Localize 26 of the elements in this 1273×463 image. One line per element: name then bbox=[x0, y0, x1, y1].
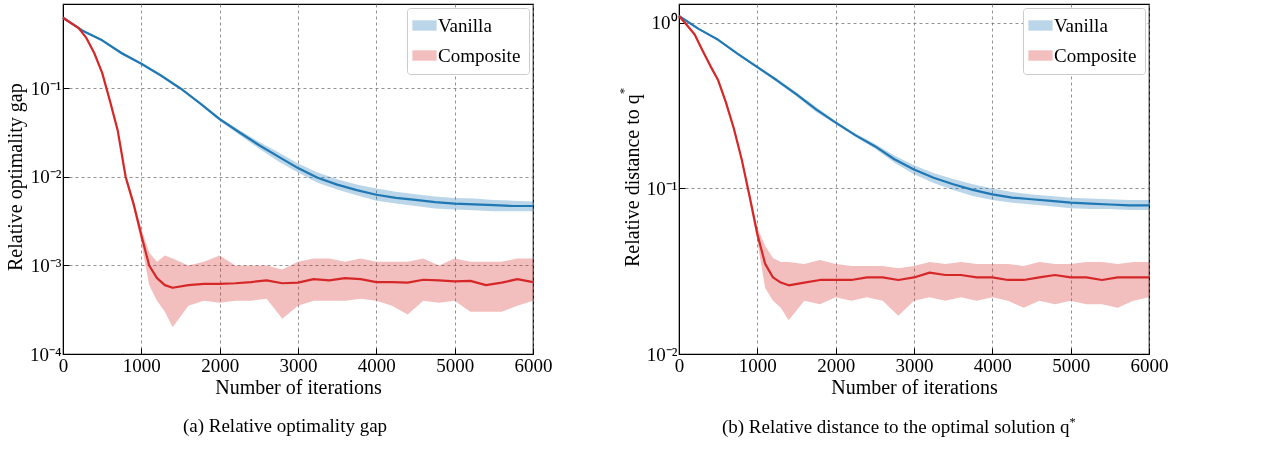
x-axis-title: Number of iterations bbox=[830, 375, 998, 398]
x-tick-label: 1000 bbox=[122, 354, 161, 376]
y-tick-label: 10⁻¹ bbox=[30, 77, 62, 99]
legend-label: Composite bbox=[1053, 44, 1136, 66]
x-tick-label: 3000 bbox=[279, 354, 318, 376]
text: (a) Relative optimality gap bbox=[182, 415, 388, 437]
x-tick-label: 2000 bbox=[816, 354, 855, 376]
y-tick-label: 10⁻³ bbox=[30, 254, 62, 276]
x-tick-label: 1000 bbox=[738, 354, 777, 376]
y-tick-label: 10⁻¹ bbox=[646, 177, 678, 199]
x-tick-label: 3000 bbox=[895, 354, 934, 376]
legend-label: Vanilla bbox=[438, 14, 493, 36]
text: (b) Relative distance to the optimal solution q$^{*}$ bbox=[721, 415, 1076, 439]
y-tick-label: 10⁰ bbox=[651, 12, 678, 34]
x-tick-label: 6000 bbox=[1130, 354, 1169, 376]
x-tick-label: 4000 bbox=[973, 354, 1012, 376]
x-tick-label: 4000 bbox=[357, 354, 396, 376]
y-tick-label: 10⁻² bbox=[30, 166, 62, 188]
x-tick-label: 2000 bbox=[201, 354, 240, 376]
x-tick-label: 6000 bbox=[514, 354, 553, 376]
x-tick-label: 5000 bbox=[1051, 354, 1090, 376]
legend-label: Vanilla bbox=[1053, 14, 1109, 36]
legend-label: Composite bbox=[438, 44, 521, 66]
x-axis-title: Number of iterations bbox=[215, 375, 383, 398]
y-axis-title: Relative optimality gap bbox=[4, 82, 27, 274]
x-tick-label: 5000 bbox=[436, 354, 475, 376]
